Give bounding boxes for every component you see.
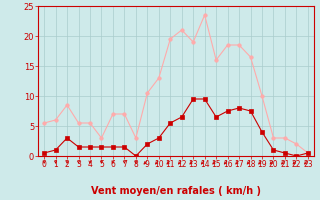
X-axis label: Vent moyen/en rafales ( km/h ): Vent moyen/en rafales ( km/h ) [91,186,261,196]
